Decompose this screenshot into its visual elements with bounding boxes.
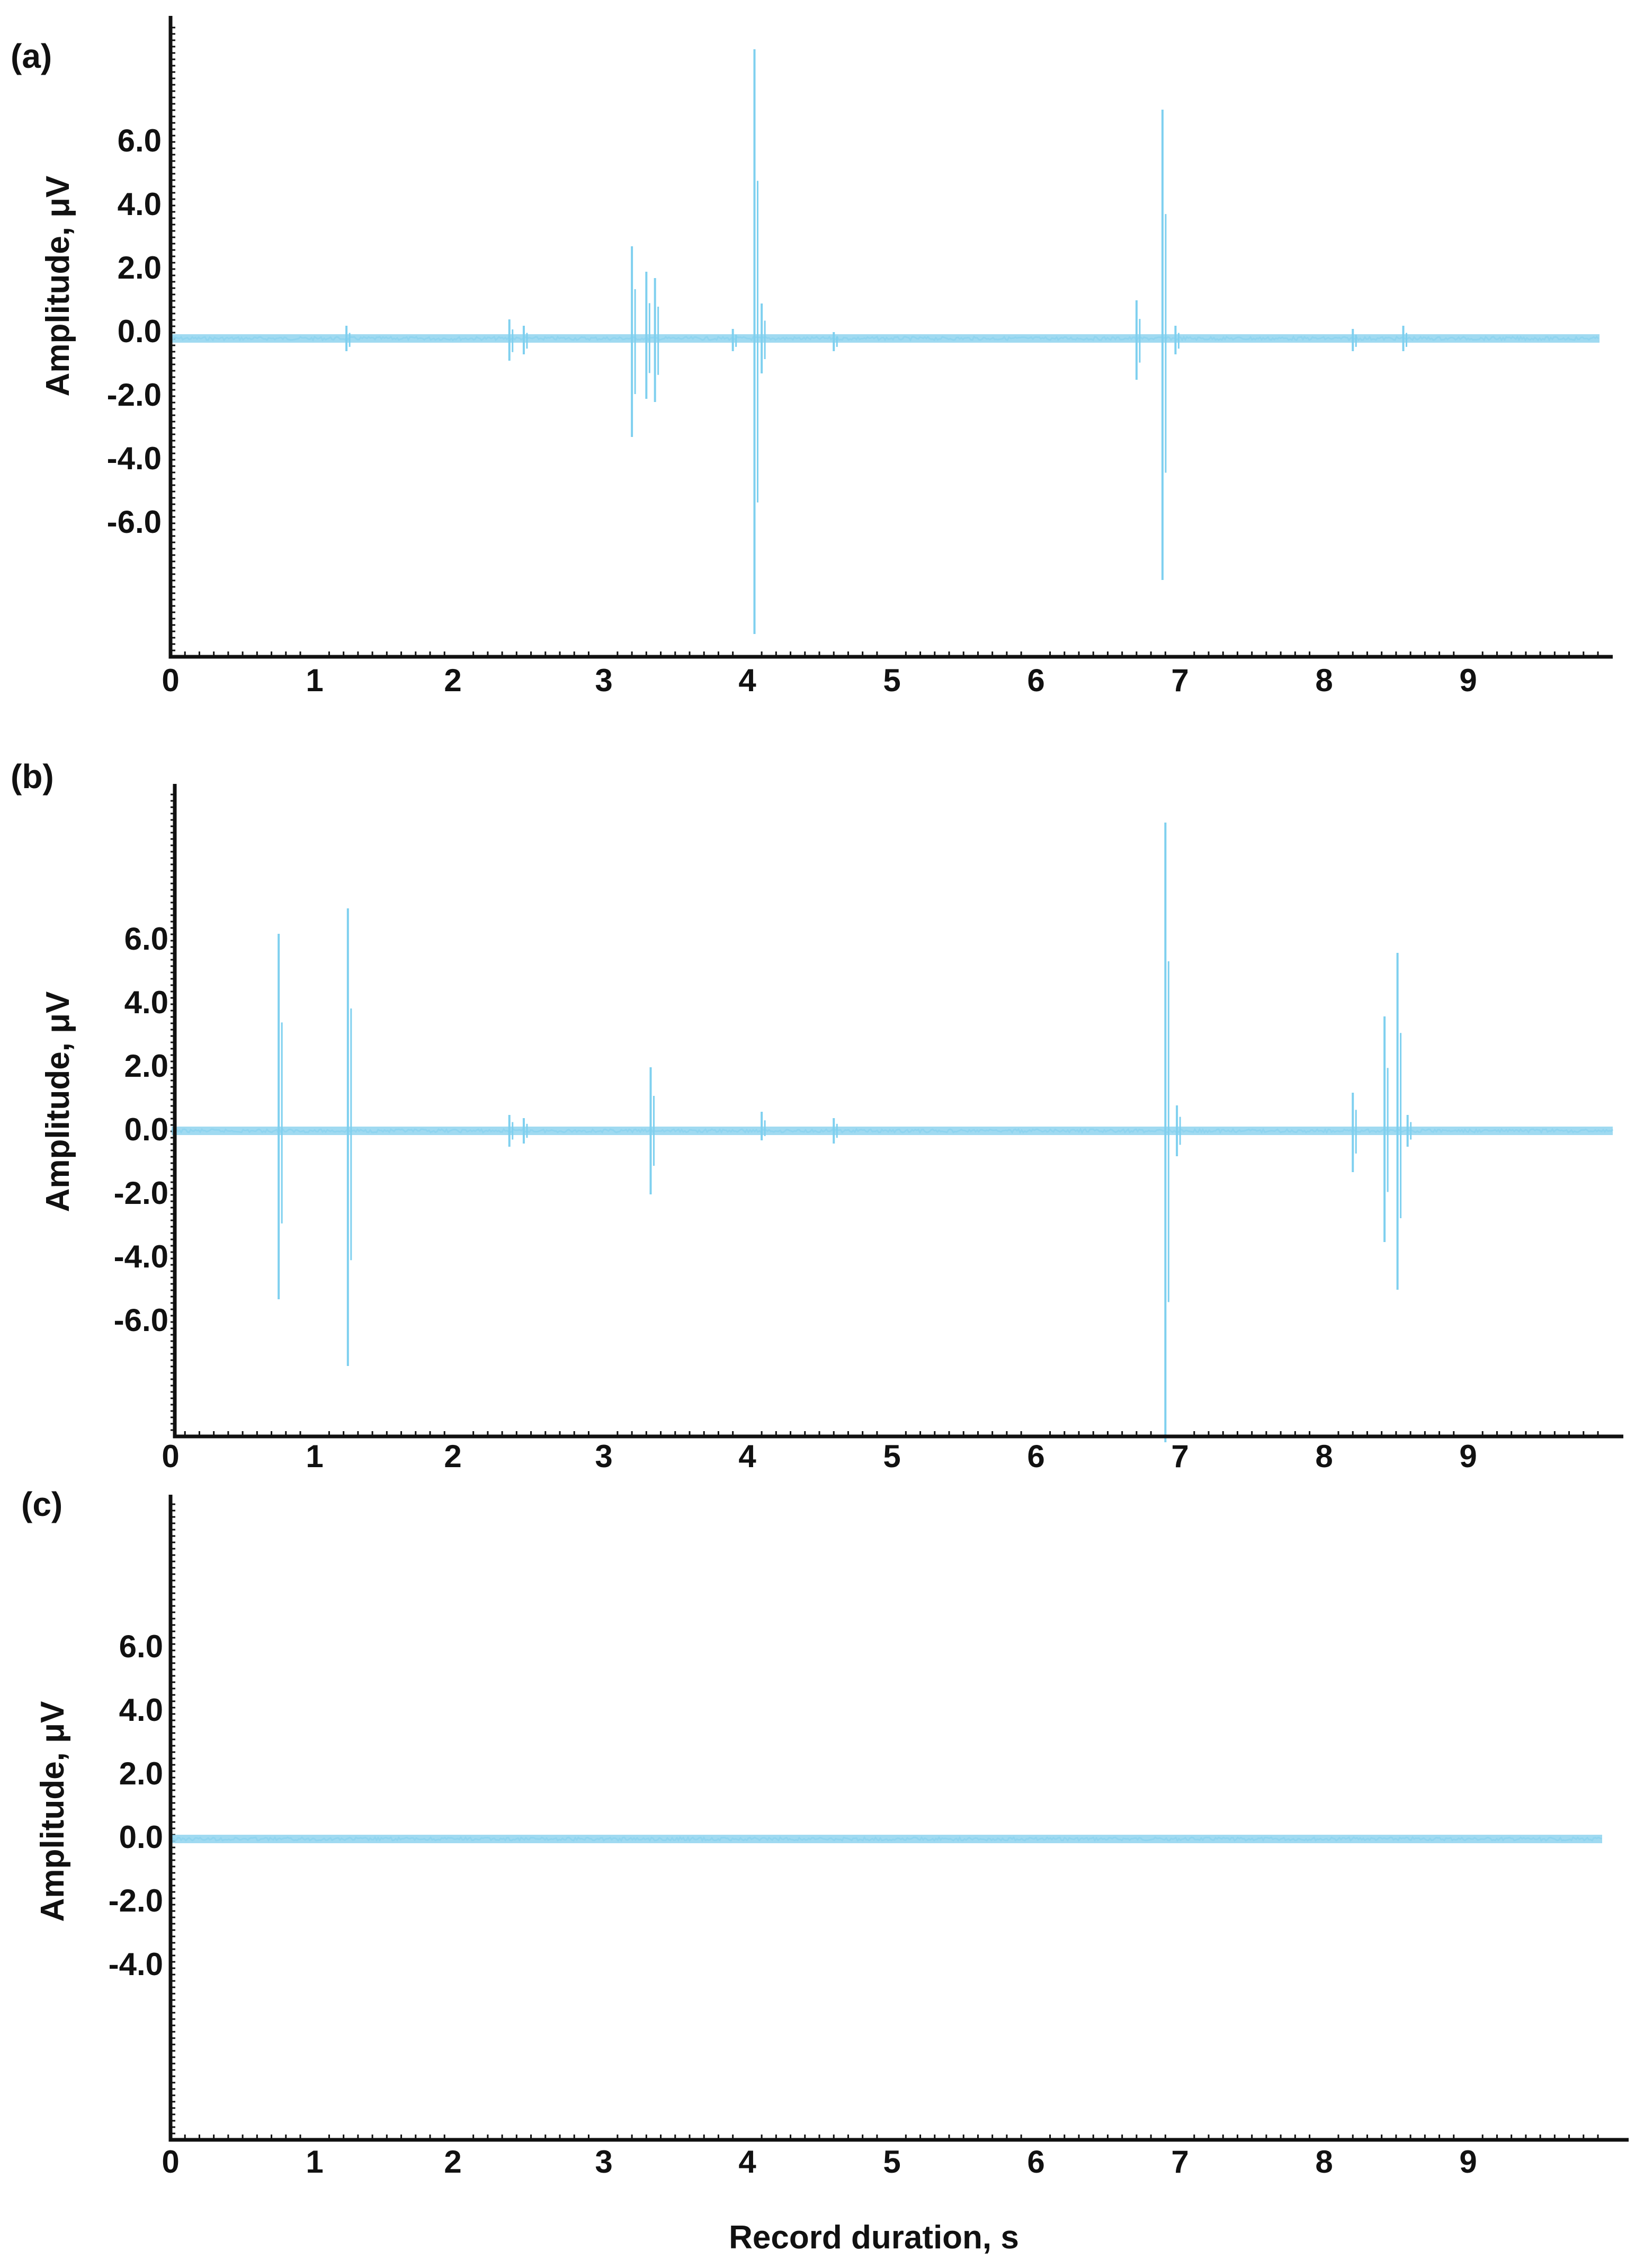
x-tick-label: 8 bbox=[1315, 2144, 1333, 2180]
y-tick-labels-b: 6.0 4.0 2.0 0.0 -2.0 -4.0 -6.0 bbox=[114, 921, 168, 1338]
axes-a bbox=[168, 16, 1613, 659]
x-tick-label: 4 bbox=[738, 2144, 756, 2180]
y-tick-label: -6.0 bbox=[107, 504, 162, 540]
plot-area-a bbox=[171, 26, 1600, 657]
x-tick-label: 2 bbox=[444, 663, 461, 698]
x-tick-label: 2 bbox=[444, 1439, 461, 1474]
x-tick-label: 6 bbox=[1027, 2144, 1044, 2180]
panel-label-c: (c) bbox=[21, 1485, 62, 1523]
x-tick-label: 9 bbox=[1459, 1439, 1477, 1474]
x-tick-labels-c: 0 1 2 3 4 5 6 7 8 9 bbox=[162, 2144, 1477, 2180]
y-tick-label: -2.0 bbox=[107, 377, 162, 413]
x-tick-label: 5 bbox=[883, 1439, 900, 1474]
y-tick-label: -4.0 bbox=[114, 1239, 168, 1274]
x-tick-label: 1 bbox=[306, 663, 323, 698]
panel-a: (a) Amplitude, μV 6.0 4.0 2.0 0.0 -2.0 -… bbox=[11, 16, 1613, 698]
x-tick-label: 7 bbox=[1171, 1439, 1189, 1474]
y-axis-label-b: Amplitude, μV bbox=[40, 992, 76, 1212]
y-tick-label: -4.0 bbox=[107, 441, 162, 476]
y-tick-label: 6.0 bbox=[118, 123, 162, 158]
x-tick-label: 5 bbox=[883, 663, 900, 698]
x-tick-label: 9 bbox=[1459, 663, 1477, 698]
x-tick-labels-a: 0 1 2 3 4 5 6 7 8 9 bbox=[162, 663, 1477, 698]
x-tick-label: 2 bbox=[444, 2144, 461, 2180]
y-tick-label: 0.0 bbox=[118, 314, 162, 349]
x-tick-label: 0 bbox=[162, 2144, 179, 2180]
y-tick-label: 4.0 bbox=[119, 1692, 163, 1728]
x-tick-label: 4 bbox=[738, 663, 756, 698]
y-tick-label: 0.0 bbox=[119, 1819, 163, 1855]
y-tick-label: -6.0 bbox=[114, 1302, 168, 1338]
y-tick-label: 6.0 bbox=[119, 1629, 163, 1664]
x-tick-labels-b: 0 1 2 3 4 5 6 7 8 9 bbox=[162, 1439, 1477, 1474]
x-tick-label: 5 bbox=[883, 2144, 900, 2180]
y-tick-labels-a: 6.0 4.0 2.0 0.0 -2.0 -4.0 -6.0 bbox=[107, 123, 162, 540]
panel-label-b: (b) bbox=[11, 757, 54, 796]
y-tick-label: 2.0 bbox=[124, 1048, 168, 1084]
x-tick-label: 3 bbox=[595, 2144, 612, 2180]
x-tick-label: 7 bbox=[1171, 2144, 1189, 2180]
y-tick-label: -2.0 bbox=[114, 1175, 168, 1211]
x-tick-label: 0 bbox=[162, 1439, 179, 1474]
y-tick-labels-c: 6.0 4.0 2.0 0.0 -2.0 -4.0 bbox=[109, 1629, 163, 1982]
x-tick-label: 8 bbox=[1315, 1439, 1333, 1474]
y-tick-label: 2.0 bbox=[118, 250, 162, 285]
y-tick-label: 2.0 bbox=[119, 1756, 163, 1791]
x-tick-label: 1 bbox=[306, 1439, 323, 1474]
x-tick-label: 8 bbox=[1315, 663, 1333, 698]
y-tick-label: -2.0 bbox=[109, 1883, 163, 1918]
y-axis-label-c: Amplitude, μV bbox=[34, 1701, 71, 1922]
axes-b bbox=[173, 784, 1623, 1439]
x-tick-label: 3 bbox=[595, 1439, 612, 1474]
panel-c: (c) Amplitude, μV 6.0 4.0 2.0 0.0 -2.0 -… bbox=[21, 1485, 1629, 2180]
x-tick-label: 3 bbox=[595, 663, 612, 698]
x-tick-label: 4 bbox=[738, 1439, 756, 1474]
plot-area-c bbox=[171, 1503, 1602, 2140]
y-tick-label: 6.0 bbox=[124, 921, 168, 957]
x-tick-label: 0 bbox=[162, 663, 179, 698]
x-tick-label: 6 bbox=[1027, 663, 1044, 698]
panel-label-a: (a) bbox=[11, 37, 52, 75]
x-tick-label: 1 bbox=[306, 2144, 323, 2180]
y-tick-label: 4.0 bbox=[118, 186, 162, 222]
y-tick-label: -4.0 bbox=[109, 1946, 163, 1982]
y-axis-label-a: Amplitude, μV bbox=[40, 176, 76, 397]
x-tick-label: 7 bbox=[1171, 663, 1189, 698]
x-tick-label: 6 bbox=[1027, 1439, 1044, 1474]
y-tick-label: 4.0 bbox=[124, 985, 168, 1020]
plot-area-b bbox=[171, 793, 1614, 1442]
panel-b: (b) Amplitude, μV 6.0 4.0 2.0 0.0 -2.0 -… bbox=[11, 757, 1623, 1474]
axes-c bbox=[168, 1495, 1629, 2142]
x-tick-label: 9 bbox=[1459, 2144, 1477, 2180]
y-tick-label: 0.0 bbox=[124, 1112, 168, 1147]
x-axis-label: Record duration, s bbox=[729, 2219, 1019, 2256]
